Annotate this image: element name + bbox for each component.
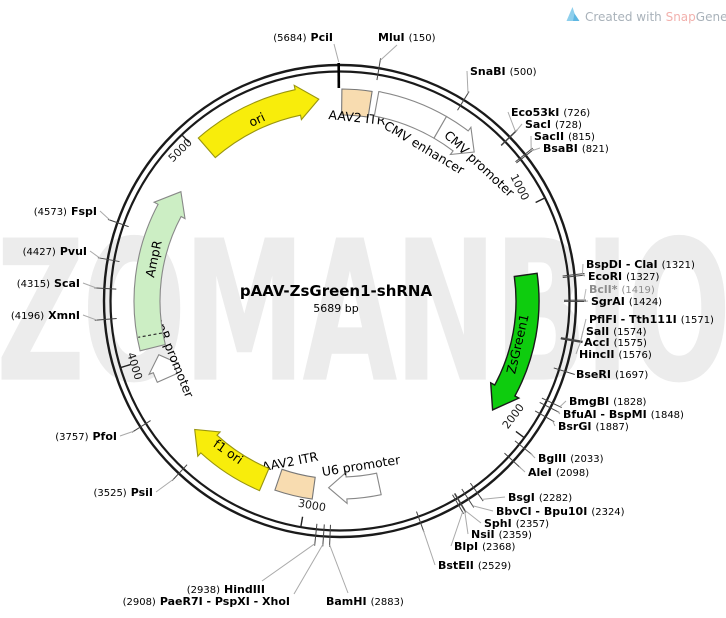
site-leader-line (156, 479, 173, 492)
credit-text: Created with SnapGene® (585, 10, 726, 24)
site-label-paer7i-pspxi-xhoi: (2908)PaeR7I - PspXI - XhoI (123, 595, 290, 608)
site-label-alei: AleI(2098) (528, 466, 589, 479)
snapgene-credit: Created with SnapGene® (567, 7, 726, 24)
site-label-hindiii: (2938)HindIII (187, 583, 265, 596)
plasmid-name: pAAV-ZsGreen1-shRNA (240, 282, 433, 300)
site-leader-line (380, 45, 397, 60)
scale-tick (516, 431, 525, 438)
site-leader-line (465, 510, 481, 523)
site-label-bamhi: BamHI(2883) (326, 595, 404, 608)
site-leader-line (334, 44, 339, 62)
site-label-bmgbi: BmgBI(1828) (569, 395, 647, 408)
feature-u6-promoter (329, 472, 382, 503)
plasmid-size: 5689 bp (313, 302, 358, 315)
site-leader-line (294, 544, 323, 594)
site-leader-line (519, 467, 525, 472)
site-label-bsabi: BsaBI(821) (543, 142, 609, 155)
site-leader-line (583, 275, 585, 276)
site-label-snabi: SnaBI(500) (470, 65, 537, 78)
site-leader-line (423, 530, 435, 565)
site-label-bsteii: BstEII(2529) (438, 559, 511, 572)
site-tick (330, 525, 331, 547)
site-leader-line (330, 545, 348, 593)
scale-tick (301, 517, 303, 528)
site-label-bglii: BglII(2033) (538, 452, 604, 465)
site-leader-line (467, 71, 468, 93)
site-label-bsgi: BsgI(2282) (508, 491, 572, 504)
site-label-pfoi: (3757)PfoI (55, 430, 117, 443)
site-label-blpi: BlpI(2368) (454, 540, 515, 553)
site-leader-line (473, 506, 493, 511)
site-label-nsii: NsiI(2359) (471, 528, 532, 541)
feature-label-u6-promoter: U6 promoter (321, 452, 402, 479)
site-label-pvui: (4427)PvuI (23, 245, 87, 258)
site-label-fspi: (4573)FspI (34, 205, 97, 218)
site-label-scai: (4315)ScaI (17, 277, 80, 290)
site-label-pcii: (5684)PciI (273, 31, 333, 44)
site-leader-line (120, 431, 134, 436)
site-leader-line (582, 264, 583, 274)
feature-label-aav2-itr: AAV2 ITR (260, 449, 319, 475)
scale-tick-label: 5000 (166, 136, 195, 165)
site-leader-line (465, 511, 468, 534)
feature-aav2-itr (275, 469, 315, 499)
site-leader-line (482, 497, 505, 499)
site-label-mlui: MluI(150) (378, 31, 436, 44)
site-leader-line (516, 124, 522, 132)
site-label-bbvci-bpu10i: BbvCI - Bpu10I(2324) (496, 505, 625, 518)
site-label-psii: (3525)PsiI (93, 486, 153, 499)
site-leader-line (531, 453, 535, 458)
site-leader-line (262, 544, 315, 581)
